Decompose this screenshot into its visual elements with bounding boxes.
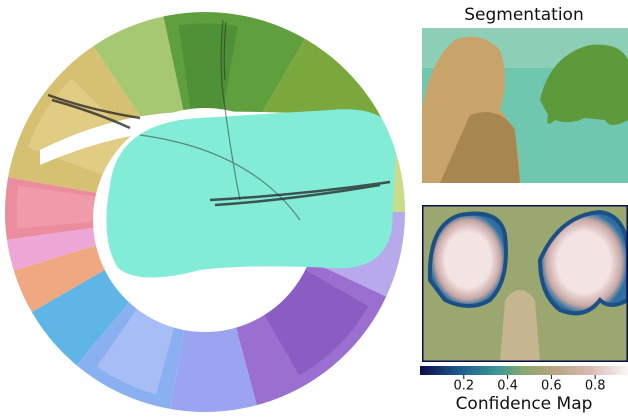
colorbar-tick-label: 0.6 (541, 379, 562, 394)
trajectory (139, 19, 301, 221)
colorbar-tick-label: 0.8 (585, 379, 606, 394)
segmentation-image (422, 28, 628, 183)
confidence-map-title: Confidence Map (456, 394, 593, 414)
colorbar-tick-label: 0.2 (453, 379, 474, 394)
colorbar-tick-label: 0.4 (497, 379, 518, 394)
trajectory (47, 93, 391, 207)
confidence-map-image (422, 205, 628, 362)
central-cluster (106, 109, 397, 278)
colorbar (420, 366, 628, 375)
segmentation-title: Segmentation (464, 5, 583, 25)
chord-diagram (5, 12, 405, 412)
colorbar-ticks: 0.2 0.4 0.6 0.8 (453, 375, 606, 394)
